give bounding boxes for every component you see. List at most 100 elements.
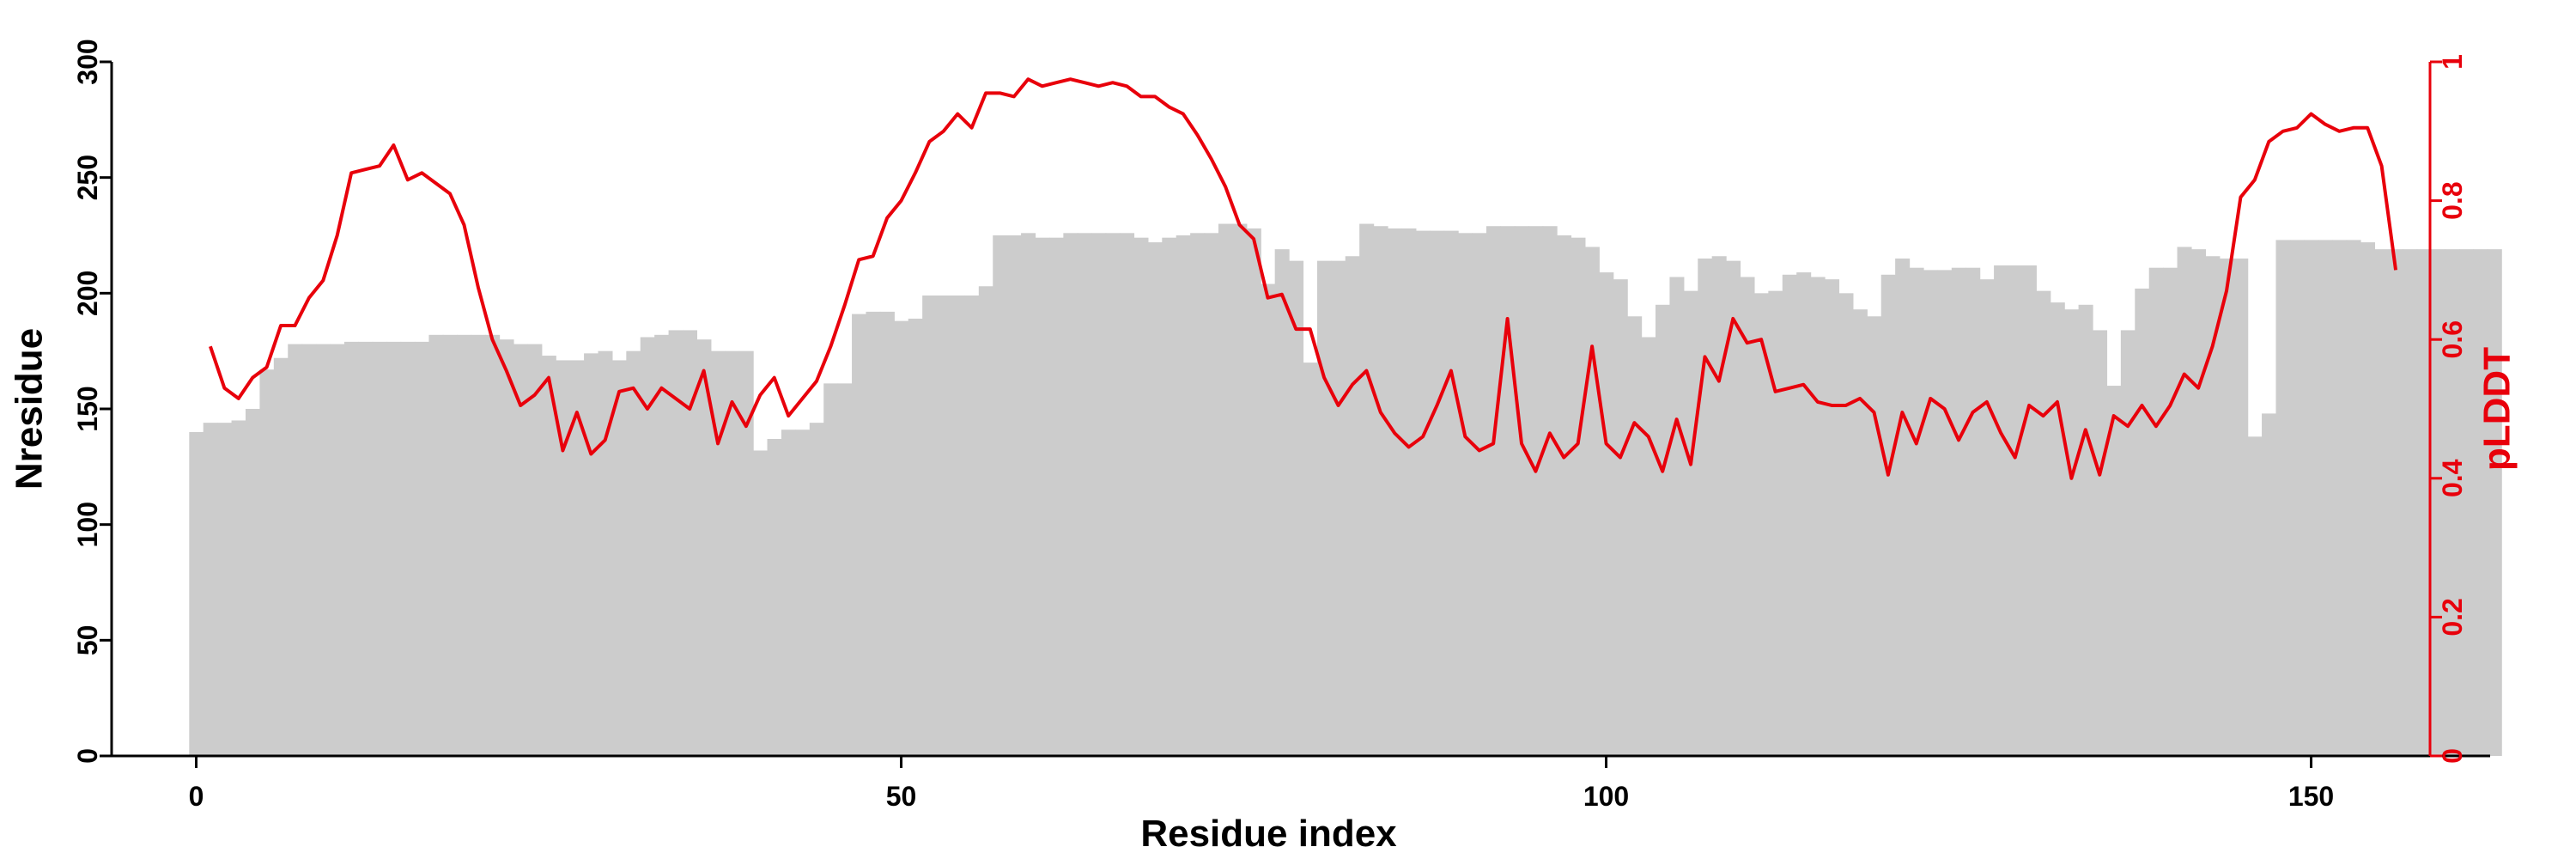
bar bbox=[273, 357, 289, 756]
y-axis-left-tick-label: 50 bbox=[72, 625, 103, 656]
y-axis-left-title: Nresidue bbox=[9, 328, 51, 490]
bar bbox=[866, 311, 881, 756]
bar bbox=[2120, 330, 2136, 756]
bar bbox=[499, 339, 514, 756]
bar bbox=[1895, 258, 1911, 756]
bar bbox=[1852, 309, 1868, 757]
bar bbox=[2036, 290, 2051, 756]
bar bbox=[640, 337, 655, 756]
bar bbox=[372, 341, 387, 756]
bar bbox=[696, 339, 712, 756]
bar bbox=[231, 420, 246, 756]
bar bbox=[584, 353, 599, 756]
bar bbox=[1557, 235, 1572, 756]
bar bbox=[1500, 226, 1516, 756]
bar bbox=[2078, 304, 2093, 756]
bar bbox=[1740, 277, 1755, 757]
plddt-line bbox=[209, 77, 2398, 480]
bar bbox=[400, 341, 416, 756]
bar bbox=[879, 311, 895, 756]
bar bbox=[471, 334, 486, 756]
bar bbox=[1091, 233, 1107, 757]
bar bbox=[1599, 272, 1614, 756]
bar bbox=[1246, 228, 1261, 756]
bar bbox=[1994, 265, 2009, 757]
bar bbox=[1289, 260, 1304, 756]
bar bbox=[710, 350, 726, 756]
bar bbox=[908, 318, 923, 756]
y-axis-left-tick-label: 0 bbox=[72, 748, 103, 764]
y-axis-right-tick-label: 0 bbox=[2437, 748, 2468, 764]
bar bbox=[203, 423, 218, 756]
bar bbox=[1204, 233, 1219, 757]
bar bbox=[2093, 330, 2108, 756]
y-axis-left-tick-label: 300 bbox=[72, 39, 103, 84]
bar bbox=[259, 369, 275, 756]
bar bbox=[1825, 279, 1840, 756]
bar bbox=[2064, 309, 2080, 757]
bar bbox=[2304, 240, 2319, 756]
bar bbox=[2262, 413, 2277, 756]
bar bbox=[654, 334, 670, 756]
bar bbox=[809, 423, 824, 756]
y-axis-right-tick-label: 0.8 bbox=[2437, 181, 2468, 219]
bar bbox=[1613, 279, 1628, 756]
bar bbox=[1162, 237, 1177, 756]
bar bbox=[2106, 386, 2122, 756]
bar bbox=[1656, 304, 1671, 756]
bar bbox=[1937, 270, 1953, 756]
bar bbox=[288, 344, 303, 756]
bar bbox=[316, 344, 331, 756]
bar bbox=[1698, 258, 1713, 756]
bar bbox=[993, 235, 1008, 756]
bar bbox=[683, 330, 698, 756]
bar-series bbox=[189, 223, 2502, 757]
bar bbox=[245, 409, 261, 756]
bar bbox=[1796, 272, 1812, 756]
y-axis-left: 0 50 100 150 200 250 300 bbox=[72, 39, 113, 764]
bar bbox=[2374, 249, 2390, 756]
bar bbox=[1867, 316, 1882, 756]
bar bbox=[2487, 249, 2502, 756]
bar bbox=[1711, 256, 1727, 756]
bar bbox=[1190, 233, 1206, 757]
bar bbox=[1683, 290, 1698, 756]
bar bbox=[1584, 247, 1600, 756]
bar bbox=[1726, 260, 1741, 756]
bar bbox=[1528, 226, 1544, 756]
bar bbox=[2275, 240, 2291, 756]
bar bbox=[1923, 270, 1939, 756]
bar bbox=[1415, 230, 1431, 756]
bar bbox=[1472, 233, 1487, 757]
bar bbox=[1359, 223, 1375, 756]
bar bbox=[1979, 279, 1995, 756]
bar bbox=[611, 360, 627, 756]
bar bbox=[513, 344, 528, 756]
bar bbox=[1006, 235, 1022, 756]
bar bbox=[936, 295, 951, 756]
bar bbox=[964, 295, 980, 756]
x-axis-tick-label: 100 bbox=[1583, 781, 1629, 812]
bar bbox=[1035, 237, 1050, 756]
bar bbox=[2416, 249, 2432, 756]
bar bbox=[1218, 223, 1233, 756]
bar bbox=[978, 286, 993, 757]
bar bbox=[2135, 288, 2150, 756]
bar bbox=[1345, 256, 1360, 756]
bar bbox=[1753, 293, 1769, 756]
bar bbox=[1627, 316, 1643, 756]
bar bbox=[1120, 233, 1135, 757]
bar bbox=[2247, 436, 2263, 756]
x-axis-tick-label: 0 bbox=[189, 781, 204, 812]
y-axis-right-tick-label: 0.6 bbox=[2437, 320, 2468, 358]
bar bbox=[2289, 240, 2305, 756]
bar bbox=[2021, 265, 2037, 757]
bar bbox=[358, 341, 374, 756]
bar bbox=[442, 334, 458, 756]
bar bbox=[894, 320, 909, 756]
bar bbox=[301, 344, 317, 756]
y-axis-right-title: pLDDT bbox=[2476, 347, 2518, 471]
bar bbox=[1810, 277, 1826, 757]
x-axis-tick-label: 150 bbox=[2288, 781, 2334, 812]
